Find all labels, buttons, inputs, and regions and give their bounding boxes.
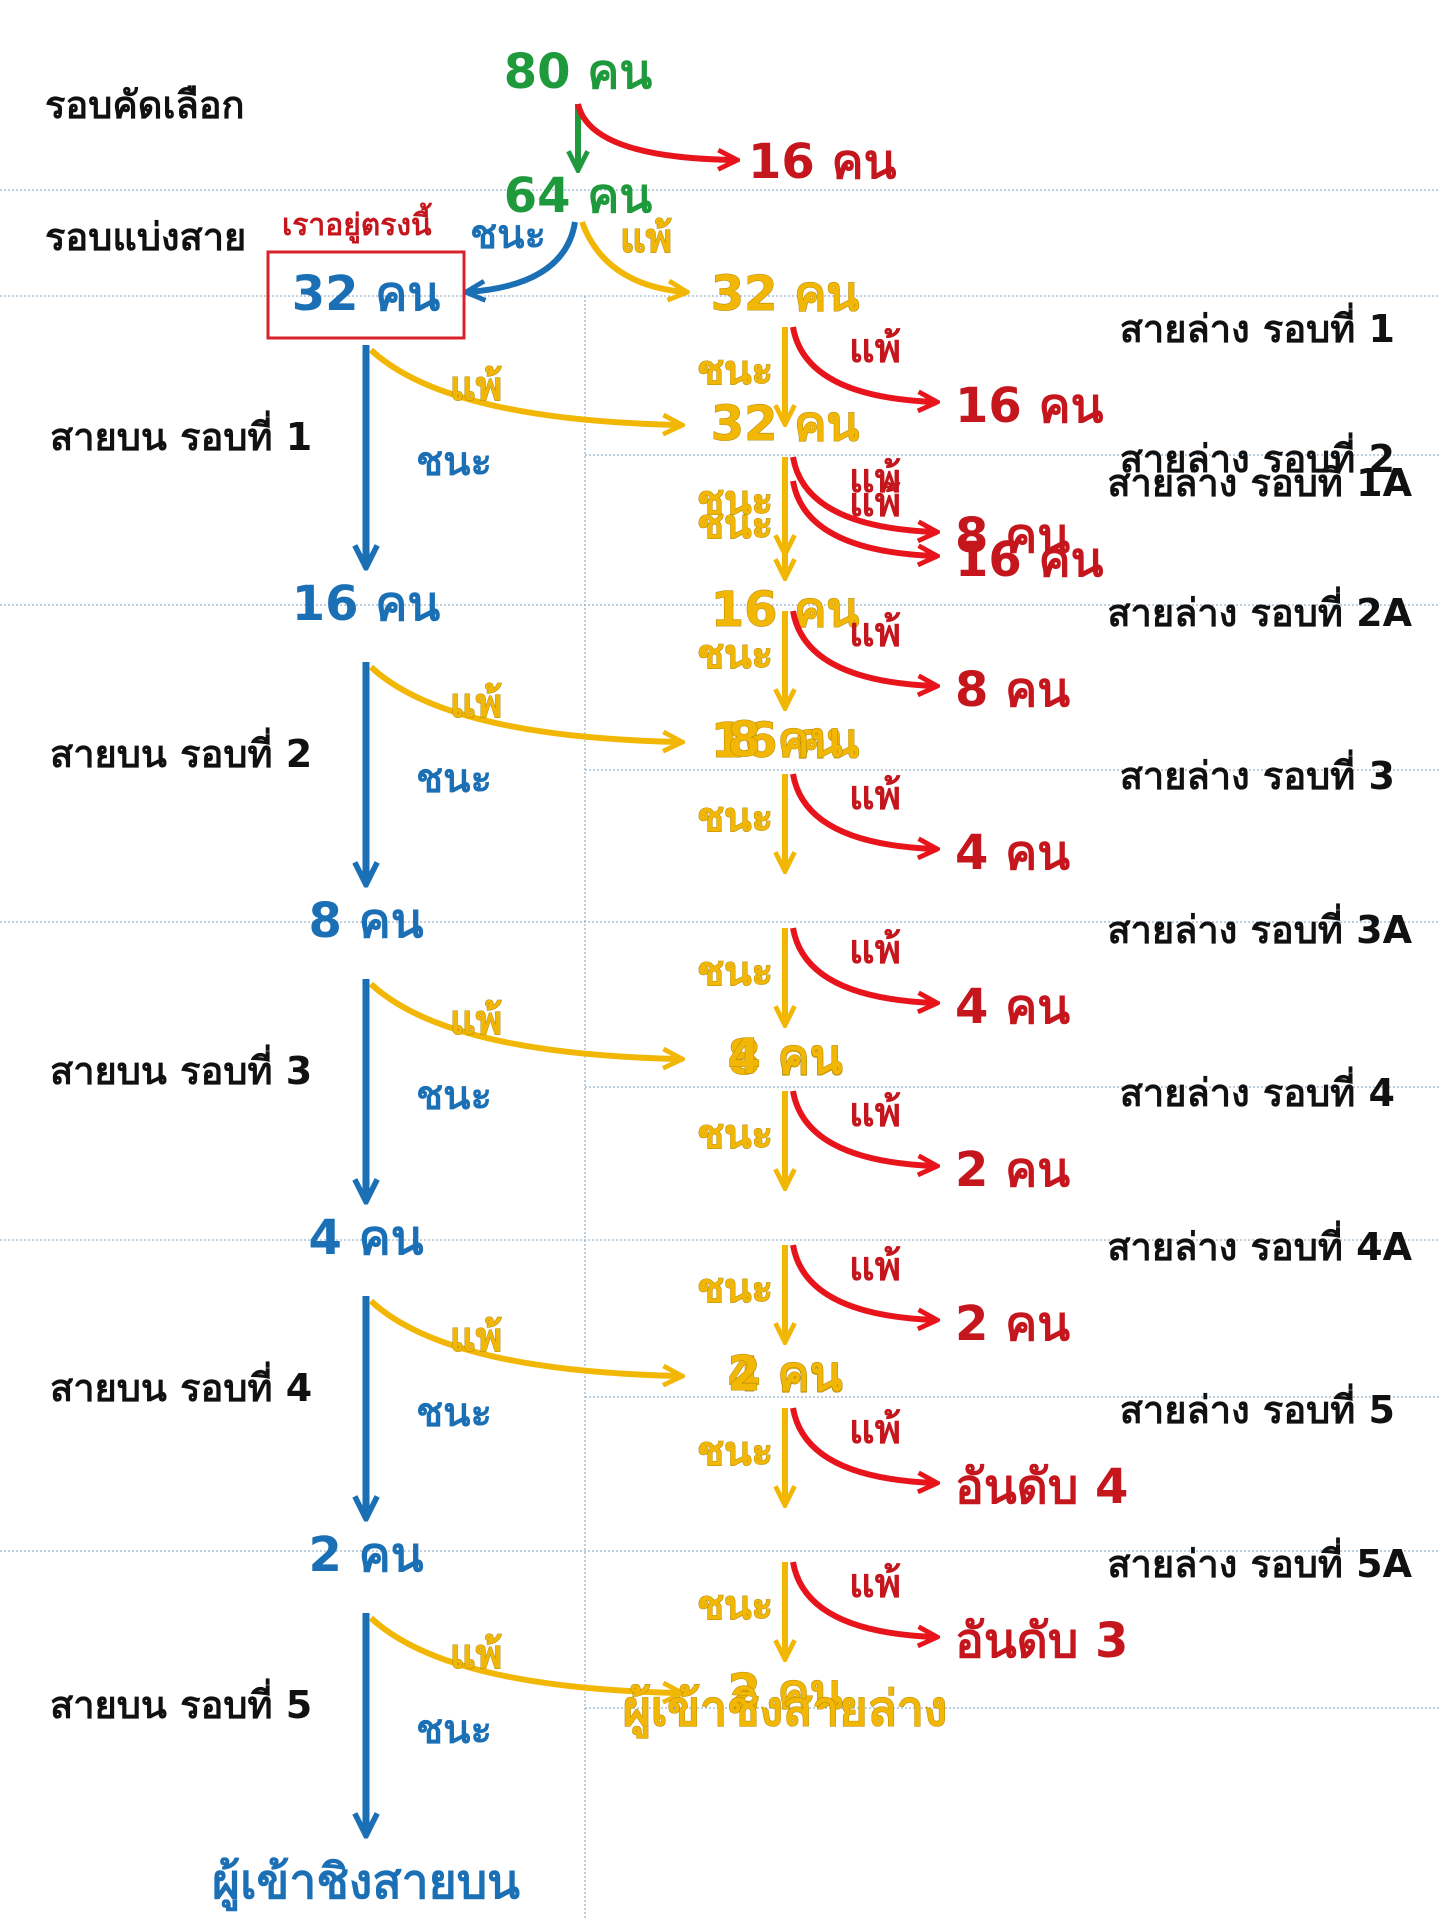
lower-lose-arrow (790, 1561, 935, 1637)
lower-eliminated-count: อันดับ 4 (955, 1459, 1128, 1515)
lower-eliminated-count: 2 คน (955, 1142, 1070, 1198)
upper-round-result: 2 คน (308, 1527, 423, 1583)
lower-eliminated-count: 4 คน (955, 979, 1070, 1035)
upper-lose-label: แพ้ (450, 1315, 502, 1361)
lower-lose-arrow (790, 927, 935, 1003)
lower-win-label: ชนะ (697, 1112, 773, 1158)
lower-win-label: ชนะ (697, 348, 773, 394)
upper-win-label: ชนะ (416, 1707, 492, 1753)
lower-lose-arrow (790, 1407, 935, 1483)
division-upper-arrow (468, 221, 578, 292)
upper-lose-arrow (368, 664, 680, 742)
division-win-label: ชนะ (470, 212, 546, 258)
lower-lose-label: แพ้ (849, 610, 901, 656)
lower-lose-label: แพ้ (849, 1407, 901, 1453)
upper-round-label: สายบน รอบที่ 4 (50, 1361, 312, 1410)
lower-round-label: สายล่าง รอบที่ 3A (1107, 903, 1412, 952)
lower-lose-arrow (790, 456, 935, 532)
lower-eliminated-count: อันดับ 3 (955, 1613, 1128, 1669)
upper-win-label: ชนะ (416, 756, 492, 802)
lower-lose-label: แพ้ (849, 773, 901, 819)
upper-round-label: สายบน รอบที่ 5 (50, 1678, 312, 1727)
grid-lines (0, 189, 1440, 1920)
lower-win-label: ชนะ (697, 478, 773, 524)
lower-incoming-count: 8 คน (727, 1030, 842, 1086)
upper-lose-arrow (368, 981, 680, 1059)
lower-win-label: ชนะ (697, 949, 773, 995)
lower-incoming-count: 4 คน (727, 1347, 842, 1403)
lower-round-result: 2 คน (727, 1346, 842, 1402)
lower-lose-label: แพ้ (849, 1090, 901, 1136)
upper-round-label: สายบน รอบที่ 2 (50, 727, 312, 776)
lower-lose-label: แพ้ (849, 456, 901, 502)
row-label-division: รอบแบ่งสาย (45, 215, 246, 259)
lower-round-label: สายล่าง รอบที่ 1A (1107, 456, 1412, 505)
lower-finalist-label: ผู้เข้าชิงสายล่าง (623, 1681, 948, 1739)
lower-round-label: สายล่าง รอบที่ 3 (1120, 749, 1395, 798)
upper-lose-label: แพ้ (450, 364, 502, 410)
qualifier-start-count: 80 คน (504, 44, 653, 100)
lower-win-label: ชนะ (697, 795, 773, 841)
lower-start-count: 32 คน (711, 266, 860, 322)
upper-round-label: สายบน รอบที่ 3 (50, 1044, 312, 1093)
lower-lose-label: แพ้ (849, 927, 901, 973)
upper-win-label: ชนะ (416, 439, 492, 485)
upper-lose-arrow (368, 1298, 680, 1376)
lower-win-label: ชนะ (697, 502, 773, 548)
upper-lose-label: แพ้ (450, 681, 502, 727)
lower-lose-arrow (790, 1244, 935, 1320)
lower-eliminated-count: 16 คน (955, 532, 1104, 588)
you-are-here-box (266, 250, 466, 340)
lower-eliminated-count: 2 คน (955, 1296, 1070, 1352)
upper-round-label: สายบน รอบที่ 1 (50, 410, 312, 459)
division-lower-arrow (579, 220, 685, 292)
lower-round-label: สายล่าง รอบที่ 5 (1120, 1383, 1395, 1432)
lower-win-label: ชนะ (697, 632, 773, 678)
upper-win-label: ชนะ (416, 1390, 492, 1436)
lower-round-label: สายล่าง รอบที่ 2 (1120, 432, 1395, 481)
upper-lose-label: แพ้ (450, 1632, 502, 1678)
lower-win-label: ชนะ (697, 1266, 773, 1312)
upper-lose-arrow (368, 347, 680, 425)
lower-round-label: สายล่าง รอบที่ 2A (1107, 586, 1412, 635)
lower-round-label: สายล่าง รอบที่ 5A (1107, 1537, 1412, 1586)
row-label-qualifier: รอบคัดเลือก (45, 83, 245, 127)
upper-round-result: 8 คน (308, 893, 423, 949)
lower-incoming-count: 2 คน (727, 1664, 842, 1720)
lower-eliminated-count: 4 คน (955, 825, 1070, 881)
lower-lose-arrow (790, 610, 935, 686)
lower-win-label: ชนะ (697, 1429, 773, 1475)
qualifier-advance-count: 64 คน (504, 168, 653, 224)
lower-eliminated-count: 8 คน (955, 508, 1070, 564)
upper-lose-label: แพ้ (450, 998, 502, 1044)
lower-round-label: สายล่าง รอบที่ 4 (1120, 1066, 1395, 1115)
upper-win-label: ชนะ (416, 1073, 492, 1119)
lower-lose-arrow (790, 1090, 935, 1166)
lower-round-label: สายล่าง รอบที่ 1 (1120, 302, 1395, 351)
division-lose-label: แพ้ (620, 216, 672, 262)
upper-lose-arrow (368, 1615, 680, 1693)
lower-lose-arrow (790, 773, 935, 849)
lower-lose-arrow (790, 326, 935, 402)
upper-round-result: 4 คน (308, 1210, 423, 1266)
lower-eliminated-count: 8 คน (955, 662, 1070, 718)
lower-eliminated-count: 16 คน (955, 378, 1104, 434)
lower-lose-arrow (790, 480, 935, 556)
lower-lose-label: แพ้ (849, 326, 901, 372)
lower-win-label: ชนะ (697, 1583, 773, 1629)
lower-lose-label: แพ้ (849, 1561, 901, 1607)
qualifier-eliminated-arrow (575, 103, 735, 160)
upper-start-count: 32 คน (292, 266, 441, 322)
lower-round-label: สายล่าง รอบที่ 4A (1107, 1220, 1412, 1269)
lower-lose-label: แพ้ (849, 1244, 901, 1290)
you-are-here-note: เราอยู่ตรงนี้ (282, 202, 432, 244)
upper-finalist-label: ผู้เข้าชิงสายบน (212, 1854, 520, 1912)
upper-round-result: 16 คน (292, 576, 441, 632)
lower-round-result: 4 คน (727, 1029, 842, 1085)
lower-incoming-count: 16 คน (711, 713, 860, 769)
qualifier-eliminated-count: 16 คน (748, 134, 897, 190)
lower-round-result: 8 คน (727, 712, 842, 768)
